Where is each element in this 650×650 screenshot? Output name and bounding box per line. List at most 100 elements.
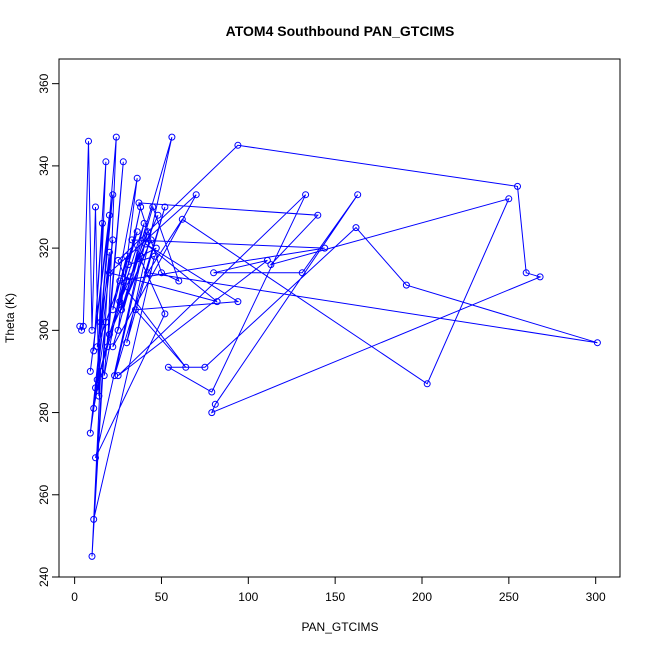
- data-point: [213, 298, 221, 306]
- data-point: [100, 372, 108, 380]
- data-point: [321, 244, 329, 252]
- data-point: [105, 248, 113, 256]
- y-tick-label: 320: [37, 238, 51, 258]
- data-point: [208, 409, 216, 417]
- y-tick-label: 360: [37, 73, 51, 93]
- data-point: [208, 388, 216, 396]
- data-point: [151, 252, 158, 260]
- data-point: [234, 141, 242, 149]
- data-point: [522, 269, 530, 277]
- data-point: [126, 273, 134, 281]
- x-axis: 0 50 100 150 200 250 300: [71, 576, 606, 604]
- data-point: [210, 269, 218, 277]
- x-tick-label: 300: [586, 590, 606, 604]
- data-point: [263, 256, 271, 264]
- data-point: [104, 343, 112, 351]
- data-point: [109, 306, 117, 314]
- data-point: [88, 326, 96, 334]
- data-point: [402, 281, 410, 289]
- data-point: [123, 339, 131, 347]
- data-point: [234, 298, 242, 306]
- data-point: [111, 372, 119, 380]
- data-point: [92, 384, 99, 392]
- data-point: [123, 277, 131, 285]
- y-tick-label: 240: [37, 567, 51, 587]
- data-point: [125, 261, 132, 269]
- data-point: [105, 211, 113, 219]
- y-axis: 240 260 280 300 320 340 360: [37, 73, 60, 587]
- data-point: [178, 215, 186, 223]
- data-point: [168, 133, 176, 141]
- x-tick-label: 150: [325, 590, 345, 604]
- data-point: [354, 191, 362, 199]
- data-point: [192, 191, 200, 199]
- data-point: [93, 376, 101, 384]
- data-point: [95, 392, 103, 400]
- data-point: [154, 211, 162, 219]
- data-point: [161, 203, 169, 211]
- data-point: [128, 236, 136, 244]
- data-point: [593, 339, 601, 347]
- data-point: [116, 298, 124, 306]
- data-point: [86, 429, 94, 437]
- y-tick-label: 300: [37, 320, 51, 340]
- data-point: [314, 211, 322, 219]
- data-point: [88, 552, 96, 560]
- y-axis-label: Theta (K): [3, 293, 17, 343]
- data-point: [133, 228, 141, 236]
- plot-area: [76, 133, 601, 560]
- data-point: [86, 367, 94, 375]
- data-point: [133, 174, 141, 182]
- y-tick-label: 260: [37, 484, 51, 504]
- data-point: [182, 363, 190, 371]
- x-axis-label: PAN_GTCIMS: [301, 620, 378, 634]
- data-point: [211, 400, 219, 408]
- data-point: [78, 326, 86, 334]
- data-point: [201, 363, 209, 371]
- data-point: [144, 228, 152, 236]
- data-point: [93, 343, 101, 351]
- data-point: [298, 269, 306, 277]
- data-point: [97, 367, 105, 375]
- data-point: [152, 244, 160, 252]
- data-point: [140, 219, 148, 227]
- data-point: [118, 306, 125, 314]
- data-point: [114, 372, 122, 380]
- data-point: [112, 133, 120, 141]
- data-point: [137, 252, 145, 260]
- data-point: [514, 182, 521, 190]
- data-point: [109, 236, 117, 244]
- data-point: [164, 363, 172, 371]
- data-point: [105, 330, 113, 338]
- data-point: [137, 203, 145, 211]
- data-point: [85, 137, 92, 145]
- data-point: [352, 224, 360, 232]
- data-point: [79, 322, 87, 330]
- data-point: [147, 236, 155, 244]
- y-tick-label: 280: [37, 402, 51, 422]
- data-point: [123, 252, 131, 260]
- x-tick-label: 0: [71, 590, 78, 604]
- data-point: [175, 277, 183, 285]
- data-point: [161, 310, 169, 318]
- data-point: [131, 306, 139, 314]
- y-tick-label: 340: [37, 156, 51, 176]
- data-point: [109, 343, 117, 351]
- data-point: [119, 158, 127, 166]
- data-point: [97, 318, 105, 326]
- data-point: [536, 273, 544, 281]
- x-tick-label: 50: [155, 590, 169, 604]
- data-point: [302, 191, 310, 199]
- data-point: [76, 322, 84, 330]
- data-point: [149, 203, 157, 211]
- data-point: [102, 318, 110, 326]
- chart-title: ATOM4 Southbound PAN_GTCIMS: [226, 23, 455, 39]
- data-point: [114, 256, 122, 264]
- data-point: [98, 219, 106, 227]
- data-point: [109, 191, 117, 199]
- data-point: [505, 195, 513, 203]
- data-point: [92, 203, 99, 211]
- data-point: [423, 380, 431, 388]
- series-line: [79, 136, 598, 557]
